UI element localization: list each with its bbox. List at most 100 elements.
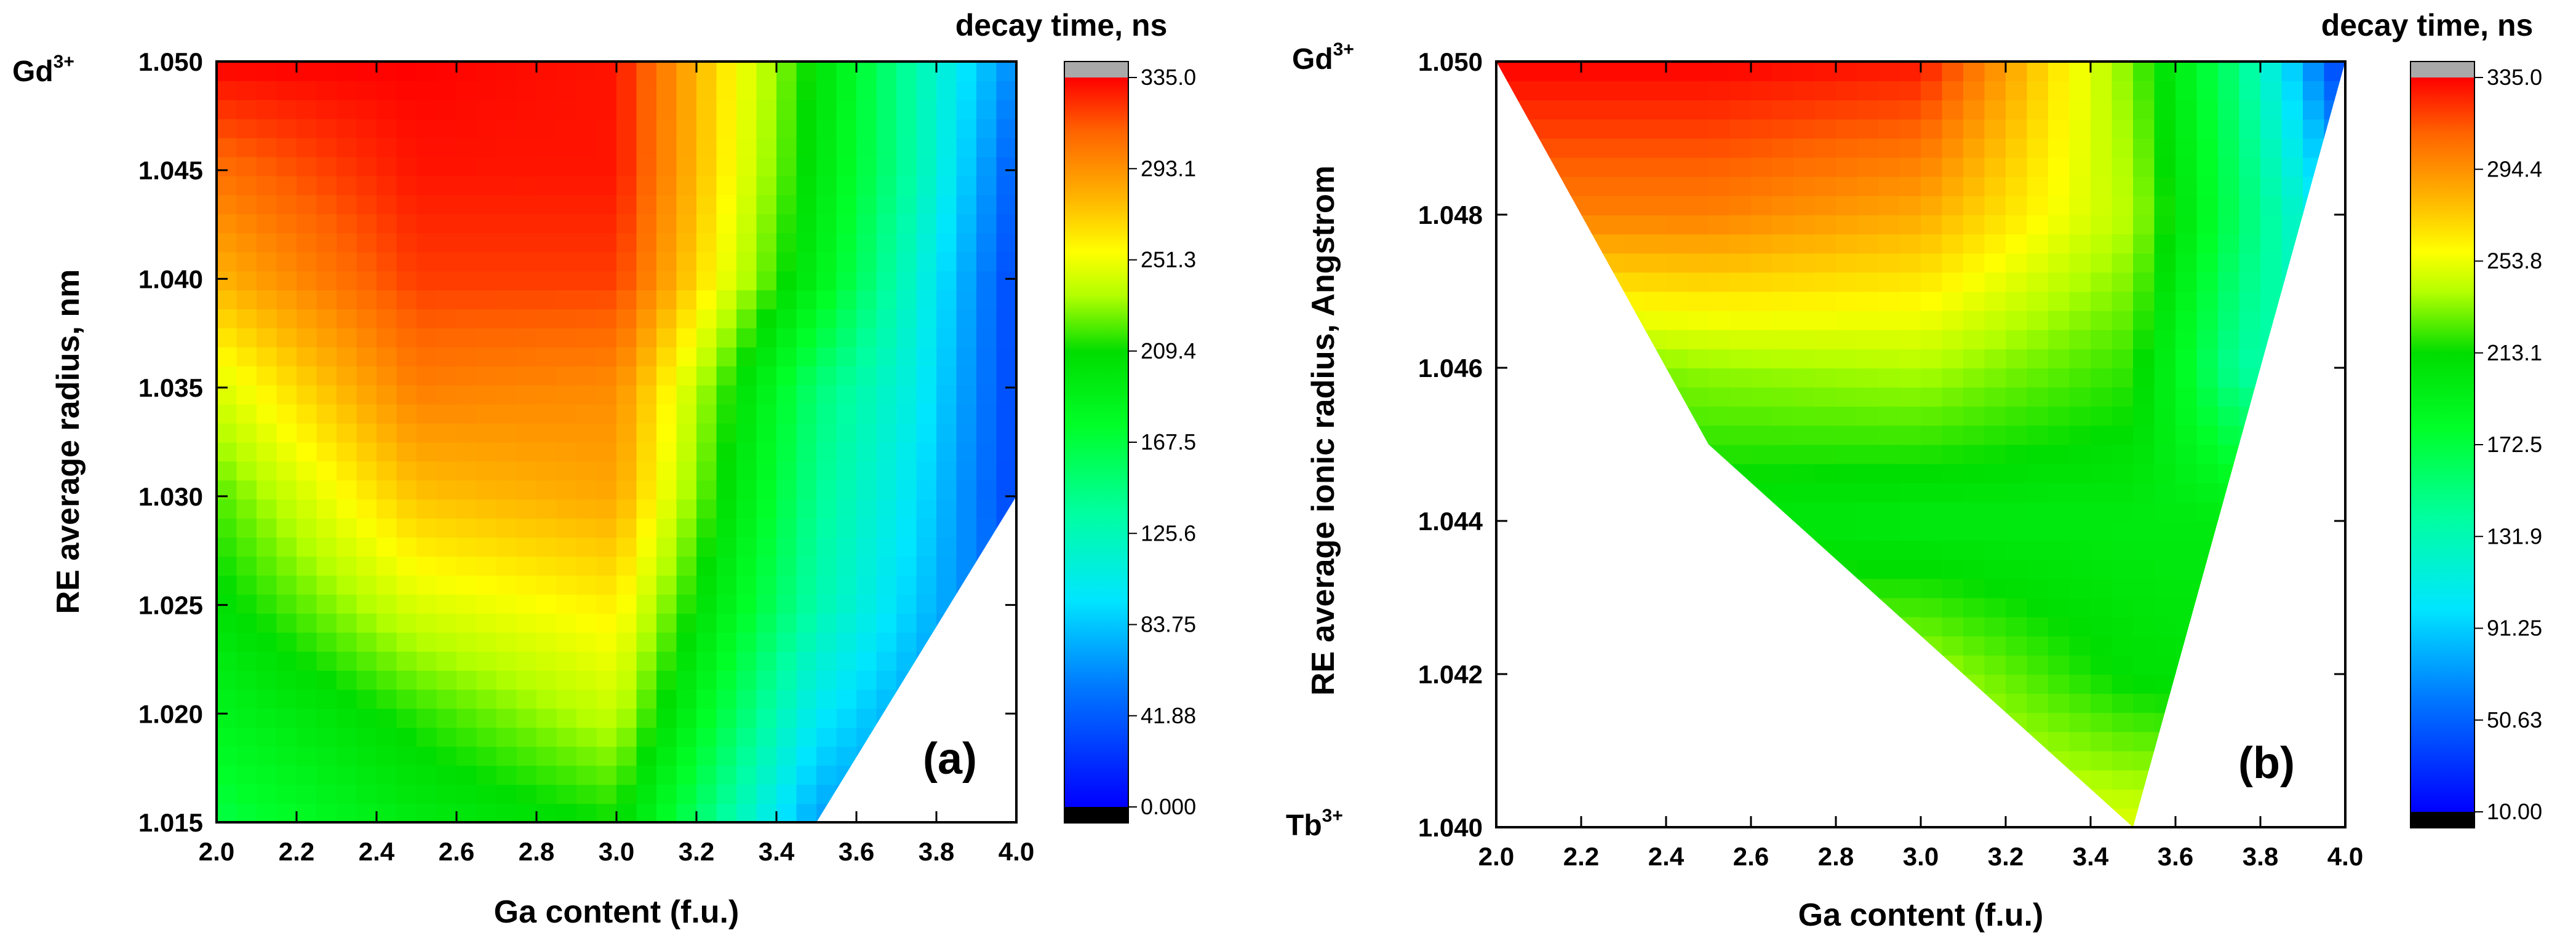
heat-cell	[1517, 234, 1539, 254]
heat-cell	[1772, 540, 1794, 560]
heat-cell	[1602, 540, 1624, 560]
heat-cell	[736, 384, 757, 405]
heat-cell	[1751, 119, 1773, 139]
x-tick-label: 3.4	[2073, 842, 2109, 871]
heat-cell	[377, 194, 397, 215]
heat-cell	[2218, 348, 2240, 368]
heat-cell	[636, 727, 657, 747]
heat-cell	[1581, 272, 1603, 292]
heat-cell	[297, 499, 317, 519]
colorbar-tick-label: 251.3	[1141, 247, 1196, 272]
heat-cell	[756, 537, 777, 557]
heat-cell	[377, 613, 397, 633]
heat-cell	[1539, 138, 1561, 158]
heat-cell	[2048, 482, 2070, 502]
heat-cell	[356, 499, 377, 519]
heat-cell	[476, 461, 497, 481]
heat-cell	[1687, 138, 1709, 158]
heat-cell	[576, 556, 597, 576]
heat-cell	[1772, 329, 1794, 349]
heat-cell	[1666, 731, 1688, 752]
heat-cell	[1666, 176, 1688, 196]
heat-cell	[976, 156, 997, 177]
heat-cell	[337, 499, 357, 519]
heat-cell	[896, 403, 917, 424]
heat-cell	[2048, 119, 2070, 139]
heat-cell	[2324, 195, 2345, 215]
heat-cell	[2239, 674, 2261, 694]
heat-cell	[2133, 81, 2155, 101]
heat-cell	[936, 575, 957, 595]
heat-cell	[516, 328, 537, 347]
heat-cell	[2154, 62, 2176, 82]
heat-cell	[1836, 559, 1858, 579]
heat-cell	[236, 803, 257, 822]
heat-cell	[1539, 119, 1561, 139]
heat-cell	[396, 480, 417, 500]
heat-cell	[696, 746, 717, 766]
heat-cell	[396, 556, 417, 576]
heat-cell	[1857, 731, 1879, 752]
heat-cell	[2048, 463, 2070, 483]
heat-cell	[316, 213, 337, 234]
heat-cell	[1857, 176, 1879, 196]
heat-cell	[616, 689, 637, 709]
heat-cell	[316, 175, 337, 196]
heat-cell	[1517, 788, 1539, 809]
heat-cell	[636, 442, 657, 462]
heat-cell	[836, 556, 857, 576]
heat-cell	[1751, 693, 1773, 713]
heat-cell	[616, 461, 637, 481]
heat-cell	[1857, 540, 1879, 560]
heat-cell	[1793, 750, 1816, 771]
heat-cell	[217, 803, 237, 822]
heat-cell	[276, 403, 297, 424]
heat-cell	[436, 213, 457, 234]
heat-cell	[297, 365, 317, 386]
heat-cell	[316, 423, 337, 443]
heat-cell	[556, 556, 577, 576]
heat-cell	[516, 727, 537, 747]
heat-cell	[2048, 808, 2070, 827]
heat-cell	[2091, 100, 2113, 120]
heat-cell	[2324, 387, 2345, 407]
heat-cell	[377, 442, 397, 462]
heat-cell	[257, 328, 277, 347]
heat-cell	[2027, 540, 2049, 560]
heat-cell	[1729, 616, 1752, 637]
heat-cell	[916, 118, 937, 138]
heat-cell	[1836, 368, 1858, 388]
heat-cell	[1836, 81, 1858, 101]
heat-cell	[936, 232, 957, 253]
heat-cell	[2133, 425, 2155, 445]
heat-cell	[436, 309, 457, 328]
heat-cell	[716, 194, 737, 215]
heat-cell	[337, 80, 357, 100]
heat-cell	[1836, 731, 1858, 752]
heat-cell	[796, 194, 817, 215]
heat-cell	[896, 556, 917, 576]
heat-cell	[2260, 521, 2283, 541]
heat-cell	[976, 99, 997, 119]
heat-cell	[476, 346, 497, 367]
heat-cell	[2091, 559, 2113, 579]
heat-cell	[776, 499, 797, 519]
heat-cell	[576, 309, 597, 328]
heat-cell	[496, 290, 517, 309]
heat-cell	[596, 689, 617, 709]
heat-cell	[2048, 654, 2070, 675]
heat-cell	[716, 365, 737, 386]
heat-cell	[1921, 329, 1943, 349]
heat-cell	[2027, 119, 2049, 139]
heat-cell	[276, 803, 297, 822]
heat-cell	[1793, 463, 1816, 483]
heat-cell	[2027, 731, 2049, 752]
heat-cell	[2324, 597, 2345, 617]
heat-cell	[337, 442, 357, 462]
heat-cell	[436, 156, 457, 177]
heat-cell	[1899, 559, 1921, 579]
heat-cell	[257, 290, 277, 309]
heat-cell	[976, 403, 997, 424]
heat-cell	[2218, 157, 2240, 177]
heat-cell	[496, 384, 517, 405]
